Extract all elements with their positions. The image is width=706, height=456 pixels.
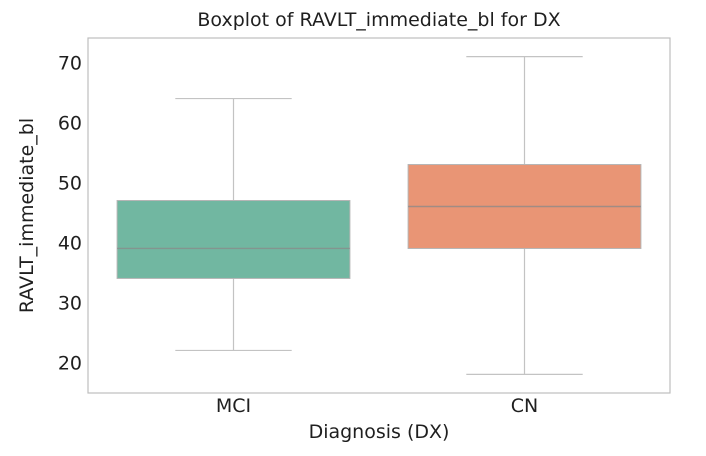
axes-frame	[87, 37, 671, 394]
y-tick-label-60: 60	[58, 113, 82, 135]
iqr-box-mci	[116, 200, 351, 279]
y-tick-label-50: 50	[58, 173, 82, 195]
y-tick-label-30: 30	[58, 292, 82, 314]
y-tick-label-70: 70	[58, 53, 82, 75]
x-axis-tick-labels: MCI CN	[216, 395, 538, 417]
chart-title: Boxplot of RAVLT_immediate_bl for DX	[197, 9, 560, 31]
y-tick-label-20: 20	[58, 352, 82, 374]
y-axis-tick-labels: 20 30 40 50 60 70	[58, 53, 82, 375]
x-tick-label-mci: MCI	[216, 395, 251, 417]
x-axis-label: Diagnosis (DX)	[309, 421, 450, 443]
y-axis-label: RAVLT_immediate_bl	[16, 118, 38, 313]
x-tick-label-cn: CN	[511, 395, 538, 417]
plot-layer	[116, 55, 642, 376]
y-tick-label-40: 40	[58, 232, 82, 254]
